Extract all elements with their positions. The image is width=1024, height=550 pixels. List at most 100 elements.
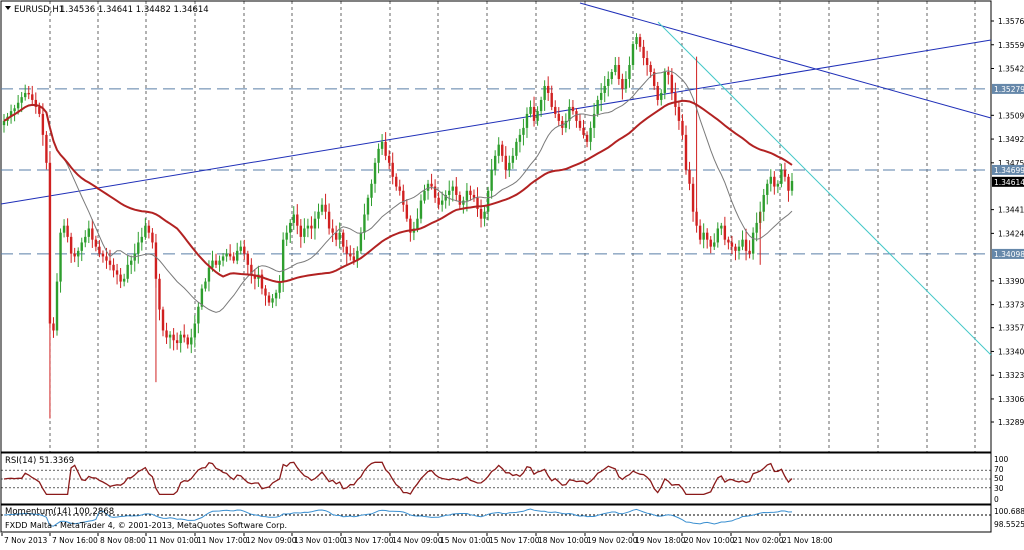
candle-body-30: [108, 260, 112, 265]
trend-lines: [0, 2, 992, 356]
candle-body-39: [140, 236, 144, 243]
dropdown-arrow-icon[interactable]: [5, 6, 11, 10]
candle-body-169: [599, 92, 603, 100]
price-tick-label-4: 1.34920: [998, 135, 1024, 144]
time-tick-label-2: 8 Nov 08:00: [100, 536, 146, 545]
candle-body-15: [55, 281, 59, 331]
candle-body-73: [260, 274, 264, 289]
candle-body-135: [479, 208, 483, 219]
main-panel-frame: [0, 0, 992, 453]
candle-body-155: [550, 92, 553, 107]
candle-body-191: [677, 106, 681, 121]
candle-body-41: [147, 225, 151, 233]
candle-body-160: [568, 106, 571, 121]
time-tick-label-7: 13 Nov 17:00: [343, 536, 394, 545]
candle-body-167: [592, 113, 596, 128]
candle-body-65: [232, 256, 235, 261]
candle-body-188: [667, 71, 670, 75]
candle-body-164: [582, 127, 585, 135]
level-tag-label-1: 1.34699: [994, 166, 1024, 175]
candle-series: [2, 33, 794, 419]
candle-body-146: [518, 134, 522, 142]
candle-body-208: [737, 246, 741, 251]
candle-body-157: [557, 113, 560, 121]
candle-body-28: [101, 253, 105, 257]
candle-body-12: [45, 134, 48, 163]
candle-body-118: [419, 200, 423, 219]
candle-body-165: [585, 134, 589, 142]
candle-body-166: [589, 127, 592, 142]
candle-body-128: [455, 186, 458, 195]
candle-body-198: [702, 232, 705, 240]
candle-body-127: [451, 186, 454, 191]
candle-body-209: [741, 239, 744, 247]
candle-body-105: [373, 162, 377, 184]
candle-body-62: [221, 256, 225, 261]
candle-body-124: [440, 200, 444, 205]
candle-body-134: [476, 197, 479, 209]
level-tag-label-0: 1.35279: [994, 85, 1024, 94]
candle-body-59: [211, 260, 214, 268]
candle-body-179: [635, 37, 638, 45]
candle-body-69: [246, 253, 250, 265]
candle-body-64: [228, 253, 232, 257]
candle-body-98: [349, 253, 352, 257]
candle-body-8: [31, 94, 34, 100]
candle-body-143: [508, 162, 511, 170]
ohlc-label: 1.34536 1.34641 1.34482 1.34614: [60, 5, 209, 15]
candle-body-107: [380, 141, 384, 149]
candle-body-80: [285, 232, 288, 240]
candle-body-97: [345, 246, 348, 254]
time-tick-label-10: 15 Nov 17:00: [489, 536, 540, 545]
time-tick-label-9: 15 Nov 01:00: [440, 536, 491, 545]
candle-body-99: [352, 256, 356, 261]
rsi-panel: RSI(14) 51.3369 100 70 50 30 0: [0, 452, 1009, 505]
rsi-label: RSI(14) 51.3369: [5, 456, 74, 466]
candle-body-175: [621, 78, 624, 89]
candle-body-36: [130, 260, 133, 265]
candle-body-82: [292, 214, 295, 223]
candle-body-85: [303, 228, 306, 237]
candle-body-156: [554, 106, 557, 114]
time-tick-label-1: 7 Nov 16:00: [52, 536, 98, 545]
candle-body-121: [430, 183, 433, 187]
price-tick-label-0: 1.35765: [998, 17, 1024, 26]
candle-body-81: [289, 222, 292, 233]
candle-body-192: [681, 120, 684, 135]
candle-body-123: [437, 197, 440, 205]
candle-body-51: [183, 334, 186, 338]
candle-body-35: [126, 264, 129, 279]
time-tick-label-6: 13 Nov 01:00: [294, 536, 345, 545]
candle-body-186: [660, 92, 663, 100]
candle-body-78: [278, 281, 281, 293]
candle-body-19: [69, 236, 73, 254]
time-tick-label-0: 7 Nov 2013: [4, 536, 47, 545]
trend-line-steep: [657, 21, 992, 356]
candle-body-219: [776, 183, 780, 187]
momentum-level-low: 98.5525: [994, 520, 1024, 529]
candle-body-168: [596, 99, 599, 114]
candle-body-189: [670, 74, 674, 93]
price-tick-label-3: 1.35090: [998, 111, 1024, 120]
candle-body-151: [536, 111, 539, 121]
candle-body-190: [674, 92, 677, 107]
candle-body-102: [363, 214, 366, 233]
candle-body-173: [614, 65, 617, 72]
candle-body-3: [13, 108, 16, 112]
candle-body-46: [165, 330, 168, 338]
candle-body-109: [387, 155, 391, 163]
level-tag-label-3: 1.34098: [994, 250, 1024, 259]
candle-body-150: [532, 106, 536, 121]
candle-body-203: [720, 225, 723, 229]
candle-body-111: [395, 176, 398, 187]
price-tick-label-1: 1.35595: [998, 41, 1024, 50]
rsi-level-50: 50: [994, 474, 1004, 483]
candle-body-159: [564, 120, 568, 128]
candle-body-163: [578, 120, 582, 128]
candle-body-10: [38, 106, 41, 114]
candle-body-140: [497, 144, 500, 156]
time-tick-label-5: 12 Nov 09:00: [246, 536, 297, 545]
candle-body-87: [310, 225, 313, 229]
candle-body-211: [748, 250, 751, 254]
time-tick-label-14: 20 Nov 10:00: [684, 536, 735, 545]
